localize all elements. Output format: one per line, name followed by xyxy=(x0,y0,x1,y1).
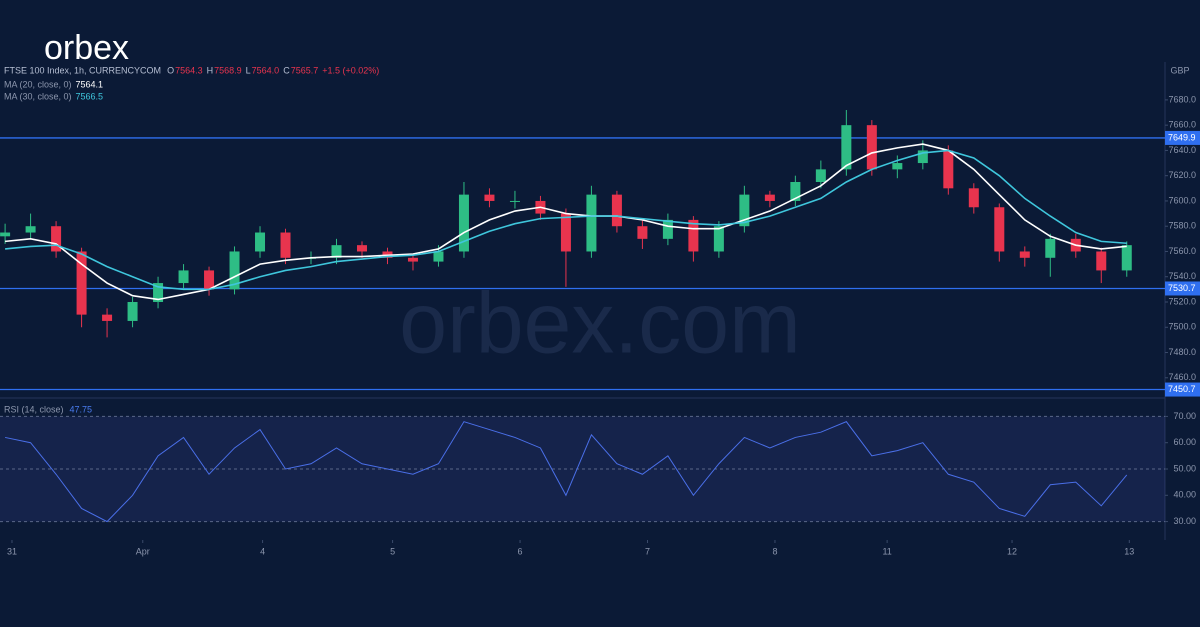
level-label: 7649.9 xyxy=(1168,132,1196,142)
x-tick-label: 4 xyxy=(260,546,265,556)
quote-label: O xyxy=(167,65,174,75)
candle-body xyxy=(1045,238,1056,258)
candle-body xyxy=(1096,251,1107,271)
x-tick-label: 8 xyxy=(772,546,777,556)
candle-body xyxy=(866,125,877,170)
quote-value: 7565.7 xyxy=(291,65,319,75)
candle-body xyxy=(790,182,801,201)
y-tick-label: 7680.0 xyxy=(1168,94,1196,104)
x-tick-label: 31 xyxy=(7,546,17,556)
level-tag xyxy=(1165,130,1200,145)
candle-body xyxy=(688,219,699,252)
quote-value: 7564.0 xyxy=(252,65,280,75)
candle-body xyxy=(560,213,571,252)
candle-body xyxy=(280,232,291,258)
candle-body xyxy=(943,150,954,189)
candle-body xyxy=(815,169,826,182)
candle-body xyxy=(764,194,775,201)
y-tick-label: 7540.0 xyxy=(1168,271,1196,281)
candle-body xyxy=(484,194,495,201)
legend-name: MA (20, close, 0) xyxy=(4,79,72,89)
x-tick-label: 12 xyxy=(1007,546,1017,556)
symbol-title: FTSE 100 Index, 1h, CURRENCYCOM xyxy=(4,65,161,75)
candle-body xyxy=(458,194,469,252)
quote-label: L xyxy=(246,65,251,75)
quote-label: C xyxy=(283,65,290,75)
y-tick-label: 30.00 xyxy=(1173,516,1196,526)
candle-body xyxy=(662,219,673,239)
candle-body xyxy=(637,226,648,239)
y-tick-label: 7640.0 xyxy=(1168,145,1196,155)
candle-body xyxy=(994,207,1005,252)
candle-body xyxy=(204,270,215,290)
candle-body xyxy=(509,200,520,202)
candle-body xyxy=(255,232,266,252)
x-tick-label: 7 xyxy=(645,546,650,556)
y-tick-label: 40.00 xyxy=(1173,490,1196,500)
candle-body xyxy=(0,232,11,237)
candle-body xyxy=(713,226,724,252)
candle-body xyxy=(892,163,903,170)
candle-body xyxy=(178,270,189,284)
candle-body xyxy=(127,302,138,321)
y-tick-label: 7620.0 xyxy=(1168,170,1196,180)
y-tick-label: 70.00 xyxy=(1173,411,1196,421)
currency-label: GBP xyxy=(1170,65,1189,75)
rsi-value: 47.75 xyxy=(70,404,93,414)
quote-change: +1.5 (+0.02%) xyxy=(322,65,379,75)
candle-body xyxy=(917,150,928,164)
candle-body xyxy=(356,245,367,252)
y-tick-label: 7560.0 xyxy=(1168,246,1196,256)
candle-body xyxy=(153,283,164,302)
candle-body xyxy=(433,251,444,262)
y-tick-label: 7480.0 xyxy=(1168,347,1196,357)
candle-body xyxy=(51,226,62,252)
candle-body xyxy=(739,194,750,227)
level-label: 7450.7 xyxy=(1168,384,1196,394)
line-series xyxy=(5,143,1127,301)
level-tag xyxy=(1165,382,1200,397)
candle-body xyxy=(1019,251,1030,258)
y-tick-label: 7460.0 xyxy=(1168,372,1196,382)
candle-body xyxy=(25,226,36,233)
legend-value: 7564.1 xyxy=(76,79,104,89)
candle-body xyxy=(586,194,597,252)
quote-value: 7568.9 xyxy=(214,65,242,75)
quote-label: H xyxy=(207,65,214,75)
x-tick-label: 5 xyxy=(390,546,395,556)
y-tick-label: 7600.0 xyxy=(1168,195,1196,205)
y-tick-label: 60.00 xyxy=(1173,437,1196,447)
watermark: orbex.com xyxy=(399,276,801,372)
brand-logo: orbex xyxy=(44,29,129,67)
candle-body xyxy=(841,125,852,170)
x-tick-label: 6 xyxy=(518,546,523,556)
candle-body xyxy=(407,257,418,262)
candle-body xyxy=(102,314,113,321)
x-tick-label: 11 xyxy=(882,546,891,556)
candle-body xyxy=(611,194,622,227)
y-tick-label: 7500.0 xyxy=(1168,322,1196,332)
candle-body xyxy=(968,188,979,208)
x-tick-label: Apr xyxy=(136,546,150,556)
rsi-title: RSI (14, close) xyxy=(4,404,64,414)
legend-value: 7566.5 xyxy=(76,91,104,101)
line-series xyxy=(4,421,1128,523)
quote-value: 7564.3 xyxy=(175,65,203,75)
candle-body xyxy=(331,245,342,258)
x-tick-label: 13 xyxy=(1124,546,1134,556)
y-tick-label: 7520.0 xyxy=(1168,296,1196,306)
y-tick-label: 7660.0 xyxy=(1168,120,1196,130)
line-series xyxy=(5,149,1127,291)
y-tick-label: 7580.0 xyxy=(1168,221,1196,231)
legend-name: MA (30, close, 0) xyxy=(4,91,72,101)
candle-body xyxy=(1121,245,1132,271)
level-tag xyxy=(1165,281,1200,296)
candle-body xyxy=(229,251,240,290)
level-label: 7530.7 xyxy=(1168,283,1196,293)
y-tick-label: 50.00 xyxy=(1173,463,1196,473)
candle-body xyxy=(76,251,87,315)
